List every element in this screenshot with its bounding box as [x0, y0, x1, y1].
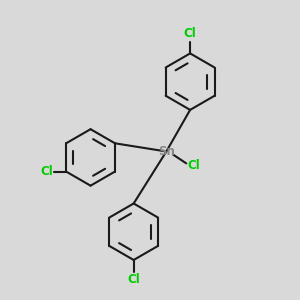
Text: Cl: Cl [127, 273, 140, 286]
Text: Cl: Cl [184, 27, 196, 40]
Text: Cl: Cl [40, 165, 53, 178]
Text: Cl: Cl [188, 159, 200, 172]
Text: Sn: Sn [158, 145, 175, 158]
